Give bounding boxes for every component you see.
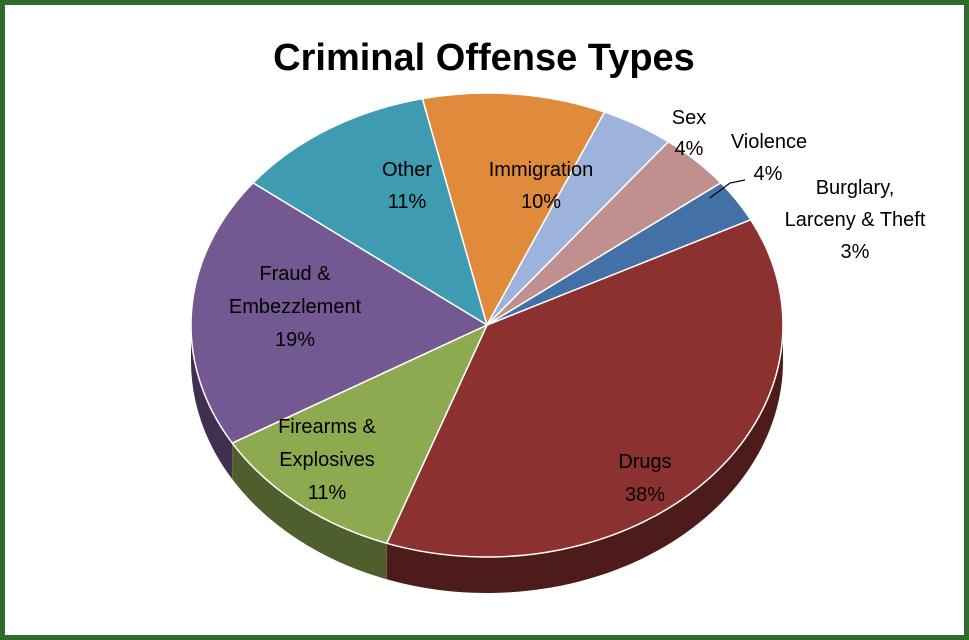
slice-label-drugs-name: Drugs (618, 451, 671, 473)
pie-slice-burglary-larceny-theft (486, 182, 752, 326)
slice-label-sex-name: Sex (672, 107, 706, 129)
pie-slice-other (252, 97, 488, 326)
slice-label-violence-name: Violence (731, 131, 807, 153)
pie-slice-drugs (385, 218, 784, 558)
pie-side-2 (191, 325, 233, 480)
slice-label-immigration: Immigration 10% (489, 159, 593, 213)
pie-slice-fraud-embezzlement (190, 182, 488, 444)
slice-label-immigration-pct: 10% (521, 191, 561, 213)
slice-label-violence-pct: 4% (754, 163, 783, 185)
slice-label-violence: Violence 4% (731, 131, 807, 185)
pie-slice-firearms-explosives (231, 324, 488, 545)
slice-label-other: Other 11% (382, 159, 432, 213)
pie-slices (190, 92, 784, 558)
slice-label-drugs-pct: 38% (625, 484, 665, 506)
slice-label-fraud-pct: 19% (275, 329, 315, 351)
slice-label-burglary-line1: Burglary, (816, 177, 895, 199)
slice-label-immigration-name: Immigration (489, 159, 593, 181)
slice-label-firearms-pct: 11% (308, 482, 347, 504)
slice-label-burglary-pct: 3% (841, 241, 870, 263)
pie-slice-immigration (421, 92, 606, 326)
violence-leader-line (709, 179, 746, 199)
slice-label-other-name: Other (382, 159, 432, 181)
chart-title: Criminal Offense Types (273, 37, 695, 79)
slice-label-burglary: Burglary, Larceny & Theft 3% (785, 177, 926, 263)
slice-label-drugs: Drugs 38% (618, 451, 671, 506)
slice-label-sex-pct: 4% (675, 138, 704, 160)
slice-label-sex: Sex 4% (672, 107, 706, 160)
slice-label-other-pct: 11% (388, 191, 427, 213)
slice-label-fraud-line2: Embezzlement (229, 296, 362, 318)
slice-label-burglary-line2: Larceny & Theft (785, 209, 926, 231)
slice-label-firearms-line2: Explosives (279, 449, 375, 471)
pie-side-0 (386, 325, 783, 594)
slice-label-fraud-line1: Fraud & (259, 263, 331, 285)
slice-label-fraud: Fraud & Embezzlement 19% (229, 263, 362, 351)
slice-label-firearms-line1: Firearms & (278, 416, 376, 438)
slice-label-firearms: Firearms & Explosives 11% (278, 416, 376, 504)
